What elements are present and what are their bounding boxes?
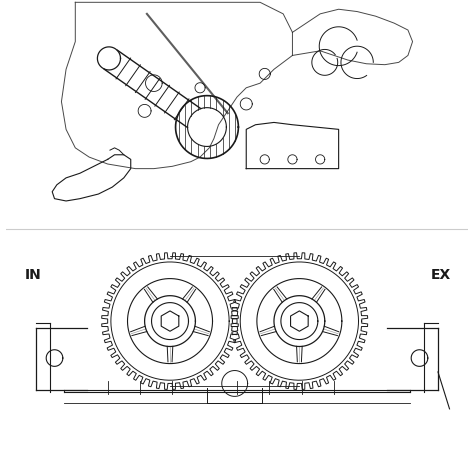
Text: IN: IN [25, 268, 41, 282]
Text: EX: EX [431, 268, 451, 282]
